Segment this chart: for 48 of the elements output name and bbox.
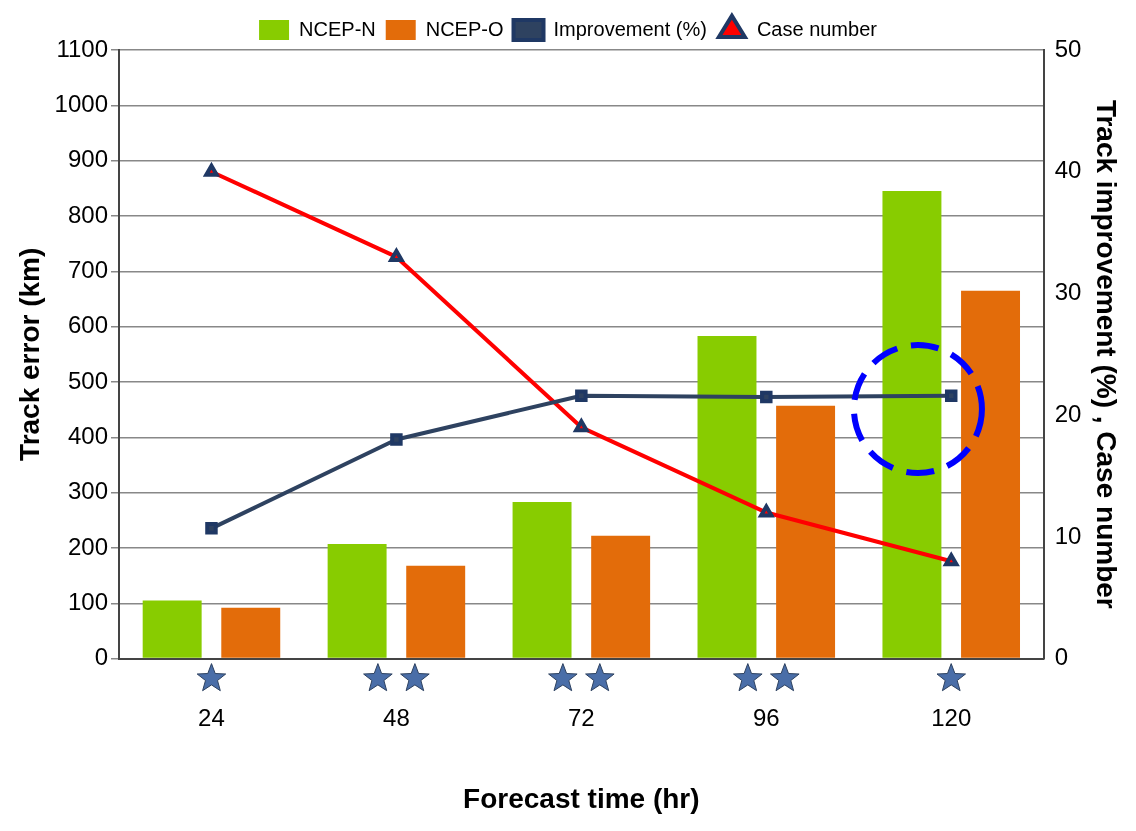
point bbox=[944, 553, 959, 567]
bar bbox=[697, 336, 757, 658]
y-tick-label: 1000 bbox=[54, 89, 108, 117]
y2-tick-label: 50 bbox=[1054, 34, 1082, 62]
x-tick-label: 24 bbox=[198, 703, 225, 731]
y-tick-label: 800 bbox=[67, 200, 108, 228]
y-tick-label: 100 bbox=[67, 587, 108, 615]
x-axis-title: Forecast time (hr) bbox=[463, 782, 700, 814]
point bbox=[203, 161, 220, 177]
bar bbox=[142, 600, 202, 658]
y-tick-label: 900 bbox=[67, 145, 108, 173]
bar bbox=[776, 405, 836, 658]
y2-tick-label: 30 bbox=[1054, 278, 1082, 306]
legend-label: Improvement (%) bbox=[553, 17, 707, 40]
y-tick-label: 400 bbox=[67, 421, 108, 449]
x-tick-label: 96 bbox=[752, 703, 780, 731]
x-tick-label: 48 bbox=[383, 703, 410, 731]
point bbox=[574, 419, 589, 433]
x-tick-label: 72 bbox=[568, 703, 595, 731]
x-tick-label: 120 bbox=[931, 703, 972, 731]
point bbox=[205, 522, 218, 535]
y2-tick-label: 40 bbox=[1054, 156, 1082, 184]
y-tick-label: 200 bbox=[67, 532, 108, 560]
legend-label: Case number bbox=[756, 17, 878, 40]
bar bbox=[591, 535, 651, 658]
bar bbox=[961, 290, 1021, 658]
point bbox=[575, 389, 588, 402]
bar bbox=[512, 502, 572, 658]
y-tick-label: 0 bbox=[94, 643, 108, 671]
y-tick-label: 1100 bbox=[56, 34, 108, 62]
y2-tick-label: 20 bbox=[1054, 399, 1082, 427]
y2-tick-label: 10 bbox=[1054, 521, 1082, 549]
point bbox=[390, 433, 403, 446]
legend-label: NCEP-N bbox=[299, 17, 376, 40]
y2-axis-title: Track improvement (%) , Case number bbox=[1091, 99, 1123, 609]
legend-label: NCEP-O bbox=[425, 17, 504, 40]
bar bbox=[406, 565, 466, 658]
y-axis-title: Track error (km) bbox=[13, 247, 45, 461]
bar bbox=[327, 544, 387, 658]
y-tick-label: 600 bbox=[67, 311, 108, 339]
y-tick-label: 300 bbox=[67, 477, 108, 505]
y-tick-label: 700 bbox=[67, 255, 108, 283]
y2-tick-label: 0 bbox=[1054, 643, 1069, 671]
y-tick-label: 500 bbox=[67, 366, 108, 394]
point bbox=[944, 389, 958, 402]
bar bbox=[221, 607, 281, 658]
point bbox=[389, 248, 404, 262]
point bbox=[760, 390, 773, 404]
